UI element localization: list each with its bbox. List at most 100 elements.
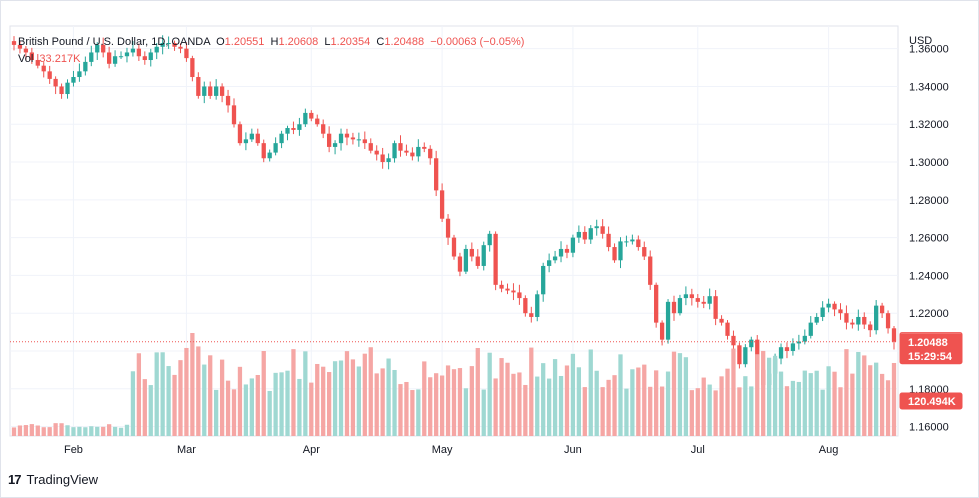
candle-body (196, 77, 201, 96)
volume-bar (529, 347, 534, 436)
candle-body (225, 95, 231, 106)
volume-bar (243, 384, 249, 436)
volume-bar (439, 375, 445, 436)
candle-body (707, 296, 712, 304)
candle-body (166, 43, 171, 45)
y-tick-label: 1.32000 (909, 119, 949, 131)
candle-body (457, 256, 463, 272)
volume-bar (392, 369, 397, 436)
volume-bar (368, 347, 373, 436)
volume-bar (671, 351, 677, 436)
candle-body (344, 133, 350, 138)
candle-body (249, 133, 254, 140)
volume-bar (659, 386, 665, 436)
volume-bar (350, 359, 356, 436)
candle-body (695, 298, 700, 302)
candle-body (570, 237, 576, 253)
tradingview-logo[interactable]: 17 TradingView (8, 472, 98, 487)
candle-body (541, 265, 546, 295)
candle-body (231, 105, 237, 125)
volume-bar (53, 423, 58, 436)
candle-body (576, 231, 582, 238)
volume-bar (338, 360, 344, 436)
candle-body (737, 345, 742, 365)
volume-bar (184, 347, 189, 436)
volume-bar (493, 378, 498, 436)
volume-bar (160, 352, 165, 436)
candle-body (808, 322, 813, 336)
volume-bar (856, 351, 861, 436)
candle-body (529, 313, 534, 317)
volume-bar (618, 354, 623, 436)
volume-bar (410, 390, 415, 436)
candle-body (511, 290, 516, 293)
volume-bar (517, 372, 522, 436)
volume-bar (677, 353, 683, 436)
tradingview-mark-icon: 17 (8, 472, 22, 487)
volume-bar (612, 375, 617, 436)
last-price-badge-text: 15:29:54 (908, 351, 953, 363)
candle-body (594, 226, 599, 229)
candle-body (588, 228, 593, 240)
volume-bar (231, 389, 237, 436)
volume-bar (463, 388, 469, 436)
volume-bar (142, 379, 147, 436)
volume-bar (630, 369, 635, 436)
volume-bar (344, 351, 350, 436)
change-value: −0.00063 (−0.05%) (430, 36, 525, 48)
candle-body (398, 143, 403, 151)
volume-bar (743, 376, 748, 436)
candle-body (154, 46, 159, 53)
volume-bar (148, 385, 153, 436)
last-price-badge (899, 333, 963, 365)
volume-bar (802, 370, 807, 436)
volume-bar (874, 362, 879, 436)
open-label: O (216, 36, 225, 48)
volume-bar (332, 361, 338, 436)
volume-bar (273, 372, 278, 436)
candle-body (671, 301, 677, 314)
candle-body (95, 44, 100, 53)
volume-bar (784, 386, 790, 436)
last-price-badge-text: 1.20488 (908, 337, 948, 349)
candle-body (35, 60, 40, 66)
volume-bar (154, 352, 159, 436)
volume-label[interactable]: Vol (18, 53, 34, 65)
candle-body (618, 241, 623, 261)
candle-body (356, 139, 362, 141)
volume-bar (17, 425, 23, 436)
volume-bar (297, 378, 302, 436)
candle-body (862, 316, 867, 325)
volume-bar (600, 387, 605, 436)
candle-body (29, 52, 34, 61)
candle-body (832, 303, 837, 310)
candle-body (380, 154, 385, 163)
candle-body (386, 158, 391, 163)
volume-bar (719, 376, 724, 436)
x-tick-label: Apr (303, 444, 320, 456)
x-tick-label: Jul (691, 444, 705, 456)
candle-body (214, 86, 219, 96)
x-tick-label: Aug (819, 444, 839, 456)
candle-body (624, 241, 629, 243)
candle-body (683, 294, 689, 299)
candle-body (219, 86, 225, 96)
volume-bar (83, 427, 88, 436)
chart-legend: British Pound / U.S. Dollar, 1D, OANDA O… (18, 36, 524, 48)
x-tick-label: Jun (564, 444, 582, 456)
symbol-title[interactable]: British Pound / U.S. Dollar, 1D, OANDA (18, 36, 210, 48)
candle-body (267, 152, 272, 159)
volume-bar (219, 359, 225, 436)
volume-bar (398, 384, 403, 436)
candle-body (481, 245, 486, 266)
volume-bar (749, 386, 754, 436)
volume-bar (808, 373, 813, 436)
candle-body (451, 237, 457, 257)
candle-body (17, 44, 23, 49)
candle-body (321, 124, 326, 134)
volume-bar (374, 373, 379, 436)
candle-body (309, 112, 314, 119)
y-tick-label: 1.22000 (909, 308, 949, 320)
volume-bar (761, 350, 766, 436)
